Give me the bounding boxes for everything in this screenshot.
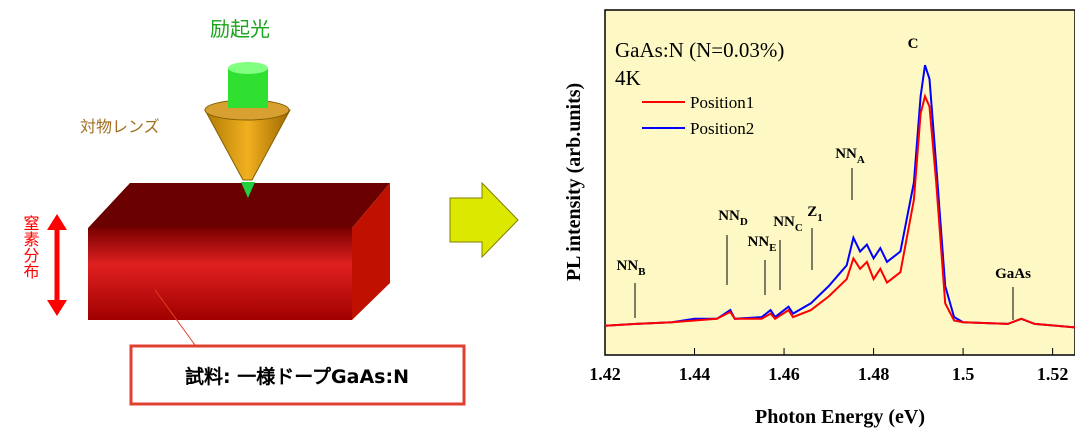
peak-label-sub: A	[857, 154, 865, 166]
chart-annotation: 4K	[615, 66, 641, 90]
block-front	[88, 228, 352, 320]
distribution-label: 窒素分布	[21, 215, 40, 279]
lens-label: 対物レンズ	[80, 117, 160, 136]
peak-label-sub: C	[795, 222, 803, 234]
peak-label-main: C	[908, 36, 919, 52]
excitation-label: 励起光	[210, 17, 270, 41]
peak-label-sub: D	[740, 216, 748, 228]
peak-label-main: NN	[773, 214, 795, 230]
legend-label: Position2	[690, 119, 754, 138]
x-tick-label: 1.5	[952, 364, 975, 384]
page: 励起光 対物レンズ 窒素分布 試料: 一様ドープGaAs:N 1.421.441…	[0, 0, 1075, 432]
y-axis-label: PL intensity (arb.units)	[563, 83, 585, 281]
peak-label-main: Z	[807, 204, 817, 220]
peak-label: GaAs	[995, 266, 1031, 282]
flow-arrow	[450, 183, 518, 257]
x-tick-label: 1.44	[679, 364, 711, 384]
legend-label: Position1	[690, 93, 754, 112]
peak-label-main: NN	[616, 258, 638, 274]
peak-label-sub: E	[769, 242, 776, 254]
peak-label-main: NN	[835, 146, 857, 162]
sample-label: 試料: 一様ドープGaAs:N	[185, 365, 409, 388]
peak-label-main: NN	[747, 234, 769, 250]
peak-label-sub: 1	[817, 212, 823, 224]
block-top	[88, 183, 390, 228]
lens	[205, 110, 290, 180]
x-tick-label: 1.46	[768, 364, 800, 384]
chart-annotation: GaAs:N (N=0.03%)	[615, 38, 784, 62]
arrow-head	[47, 300, 67, 316]
chart: 1.42 1.44 1.46 1.48 1.5 1.52 Photon Energy (eV…	[563, 10, 1075, 428]
x-tick-label: 1.42	[589, 364, 621, 384]
peak-label: C	[908, 36, 919, 52]
peak-label-sub: B	[638, 266, 646, 278]
light-top	[228, 62, 268, 74]
peak-label-main: NN	[718, 208, 740, 224]
arrow-head	[47, 214, 67, 230]
peak-label-main: GaAs	[995, 266, 1031, 282]
x-tick-label: 1.48	[858, 364, 890, 384]
x-tick-label: 1.52	[1037, 364, 1069, 384]
x-axis-label: Photon Energy (eV)	[755, 406, 925, 428]
